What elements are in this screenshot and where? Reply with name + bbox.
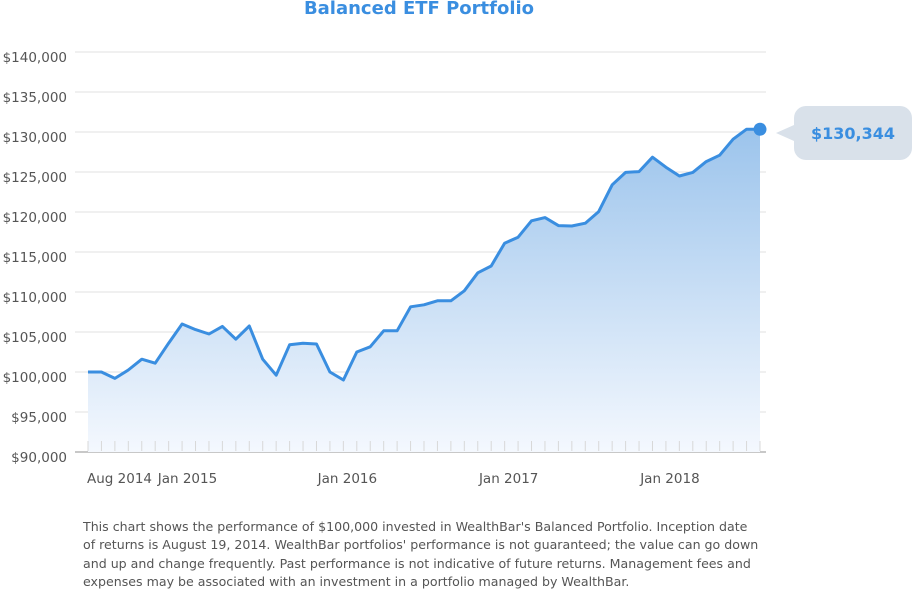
series-line	[88, 127, 760, 382]
y-tick-label: $100,000	[3, 370, 67, 386]
area-fill	[88, 129, 760, 452]
y-tick-label: $110,000	[3, 290, 67, 306]
y-tick-label: $90,000	[11, 450, 67, 466]
x-tick-label: Aug 2014	[87, 471, 152, 487]
final-data-point	[753, 122, 767, 136]
x-tick-label: Jan 2016	[317, 471, 377, 487]
x-tick-label: Jan 2015	[157, 471, 217, 487]
x-tick-label: Jan 2017	[478, 471, 538, 487]
y-tick-label: $125,000	[3, 170, 67, 186]
y-tick-label: $130,000	[3, 130, 67, 146]
y-tick-label: $115,000	[3, 250, 67, 266]
y-tick-label: $135,000	[3, 90, 67, 106]
x-tick-label: Jan 2018	[639, 471, 699, 487]
y-tick-label: $140,000	[3, 50, 67, 66]
y-tick-label: $105,000	[3, 330, 67, 346]
final-value-callout: $130,344	[776, 106, 912, 160]
y-tick-label: $95,000	[11, 410, 67, 426]
chart-title: Balanced ETF Portfolio	[303, 0, 535, 19]
disclaimer-text: This chart shows the performance of $100…	[83, 519, 759, 589]
y-tick-label: $120,000	[3, 210, 67, 226]
